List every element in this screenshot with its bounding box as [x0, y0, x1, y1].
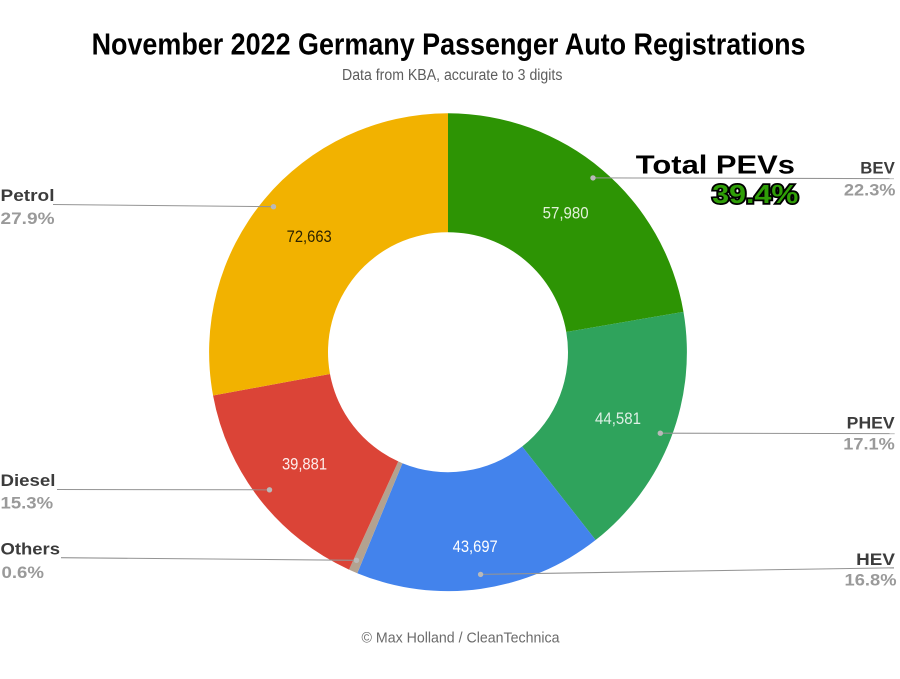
svg-text:15.3%: 15.3%	[1, 494, 54, 513]
svg-text:HEV: HEV	[856, 550, 896, 569]
svg-text:57,980: 57,980	[543, 204, 589, 222]
svg-text:16.8%: 16.8%	[845, 571, 897, 590]
svg-text:Data from KBA, accurate to 3 d: Data from KBA, accurate to 3 digits	[342, 67, 563, 84]
svg-text:39,881: 39,881	[282, 456, 327, 474]
svg-text:PHEV: PHEV	[847, 413, 896, 432]
svg-text:44,581: 44,581	[595, 410, 641, 428]
svg-text:Others: Others	[1, 540, 60, 559]
svg-text:© Max Holland / CleanTechnica: © Max Holland / CleanTechnica	[362, 630, 561, 647]
svg-text:27.9%: 27.9%	[1, 209, 55, 228]
svg-text:39.4%: 39.4%	[712, 179, 798, 209]
svg-text:17.1%: 17.1%	[843, 434, 894, 453]
svg-text:Diesel: Diesel	[1, 471, 56, 490]
svg-text:22.3%: 22.3%	[844, 180, 896, 199]
svg-text:BEV: BEV	[860, 159, 895, 178]
svg-text:Petrol: Petrol	[1, 186, 55, 205]
svg-text:72,663: 72,663	[287, 228, 332, 246]
svg-text:November 2022 Germany Passenge: November 2022 Germany Passenger Auto Reg…	[92, 27, 806, 61]
svg-text:Total PEVs: Total PEVs	[636, 150, 795, 180]
svg-text:0.6%: 0.6%	[2, 563, 45, 582]
svg-text:43,697: 43,697	[453, 538, 498, 556]
